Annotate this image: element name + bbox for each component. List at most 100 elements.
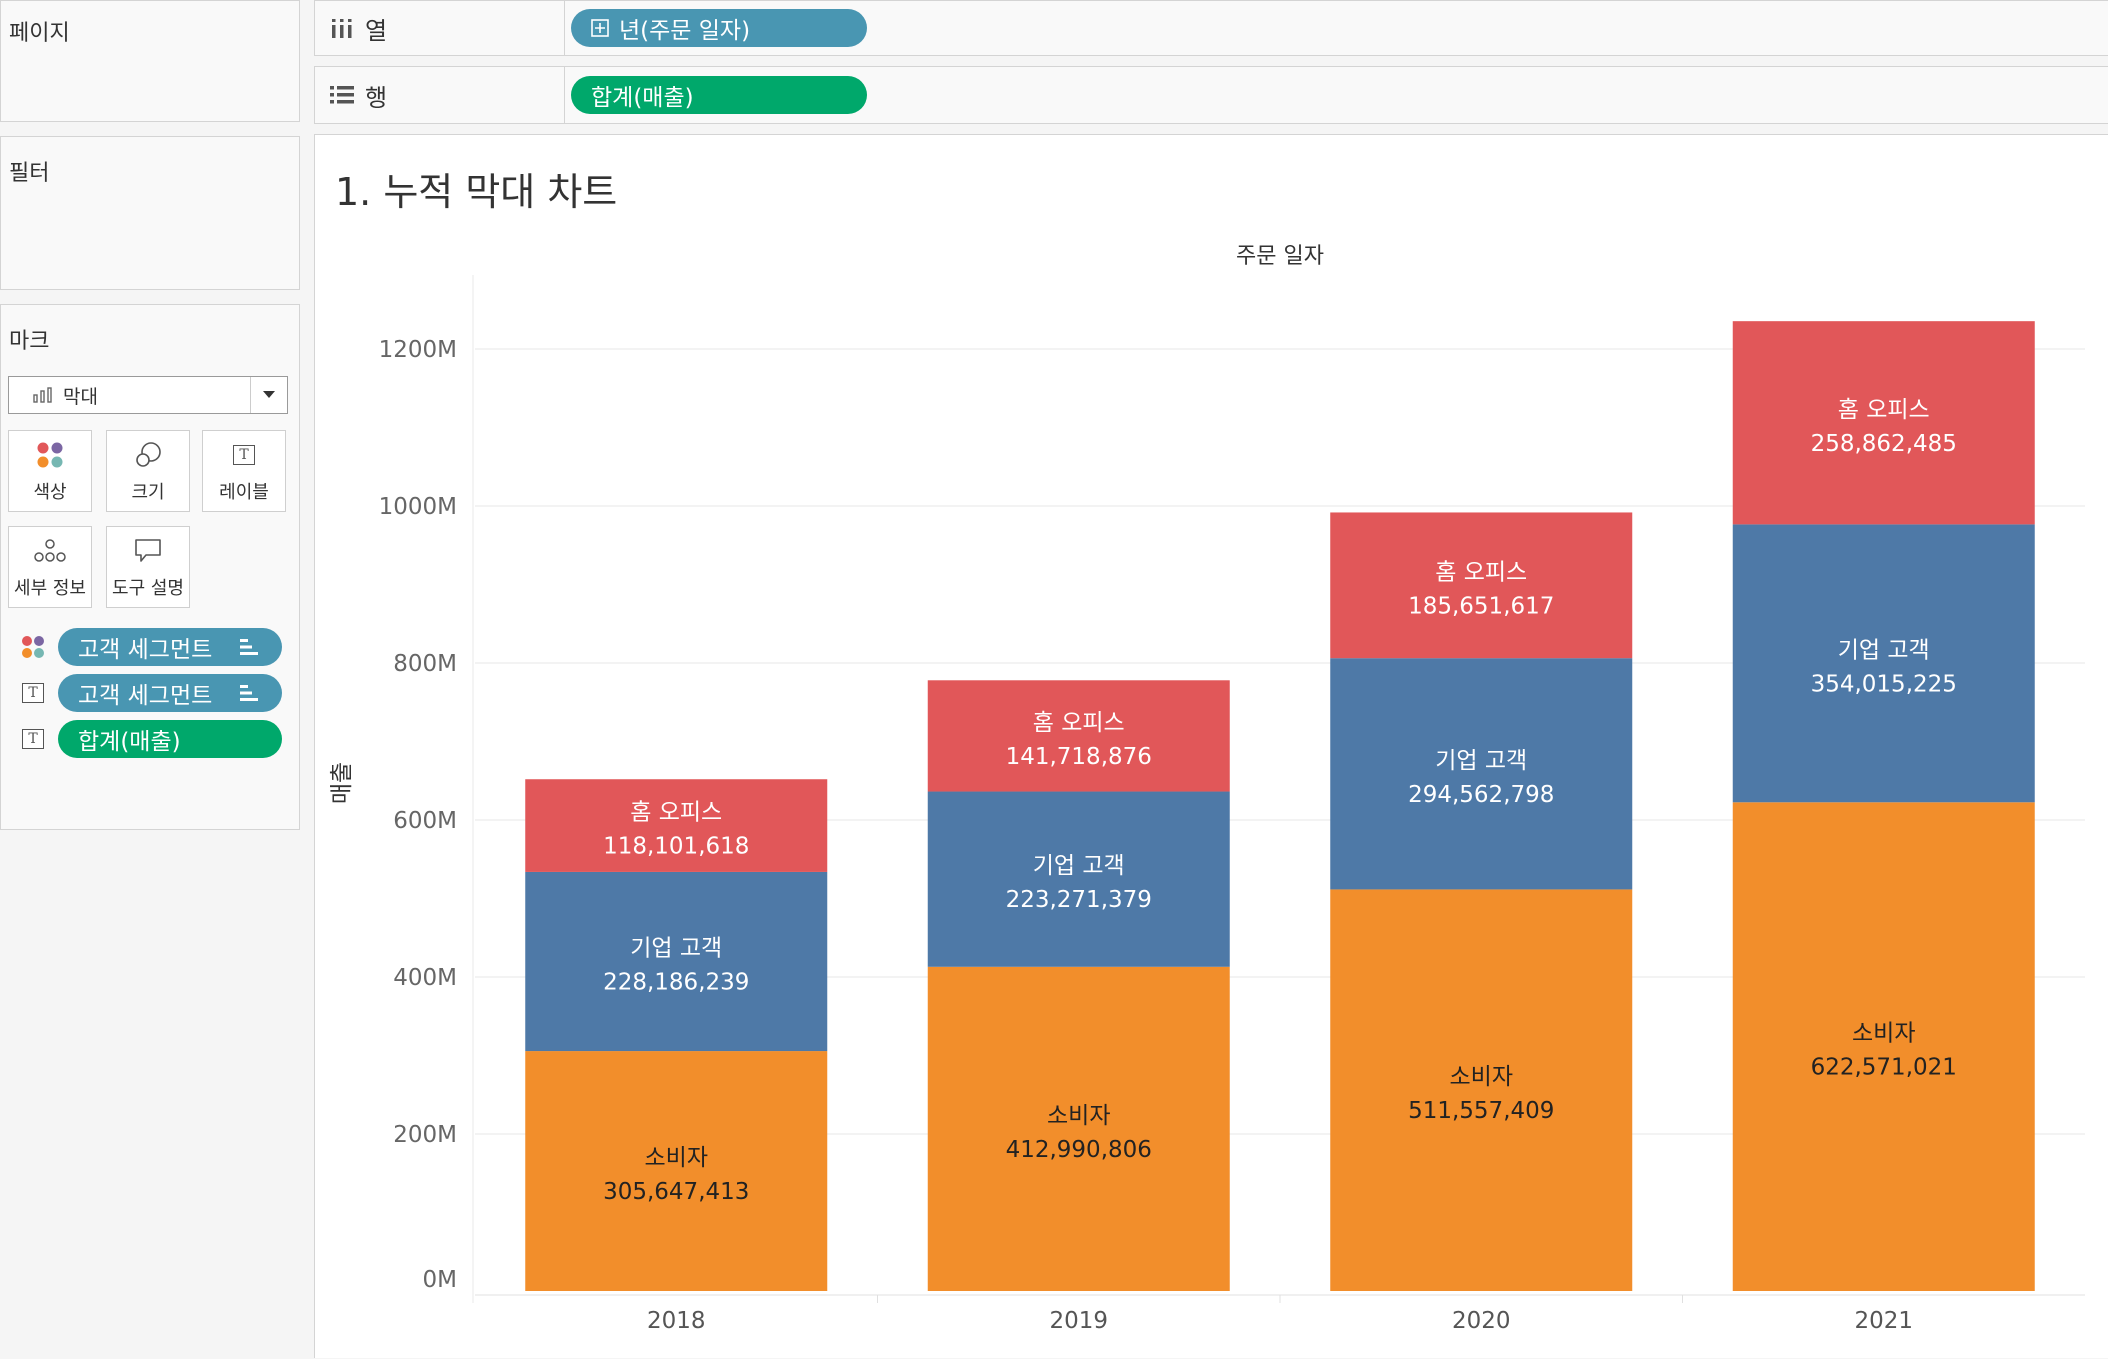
- sort-icon: [238, 683, 260, 709]
- color-button[interactable]: 색상: [8, 430, 92, 512]
- bar-data-label: 622,571,021: [1811, 1055, 1957, 1081]
- columns-shelf: 열 년(주문 일자): [314, 0, 2108, 56]
- viz-area: 1. 누적 막대 차트 0M 200M 400M 600M 800M 1000M 1200M…: [314, 134, 2108, 1358]
- text-label-icon: T: [233, 438, 255, 472]
- bar-segment: [927, 966, 1230, 1291]
- bar-data-label: 511,557,409: [1408, 1098, 1554, 1124]
- x-tick-label: 2020: [1452, 1308, 1511, 1334]
- rows-icon: [327, 84, 357, 106]
- bar-segment: [1330, 889, 1633, 1291]
- y-tick-label: 800M: [393, 651, 457, 677]
- rows-shelf-label: 행: [315, 67, 565, 123]
- segment-color-pill[interactable]: 고객 세그먼트: [58, 628, 282, 666]
- rows-shelf: 행 합계(매출): [314, 66, 2108, 124]
- y-tick-label: 200M: [393, 1122, 457, 1148]
- columns-shelf-label: 열: [315, 1, 565, 55]
- bar-data-label: 305,647,413: [603, 1179, 749, 1205]
- pill-label: 고객 세그먼트: [78, 683, 213, 709]
- y-axis-title: 매출: [329, 762, 355, 804]
- year-order-date-pill[interactable]: 년(주문 일자): [571, 9, 867, 47]
- bar-data-label: 141,718,876: [1006, 744, 1152, 770]
- y-tick-label: 600M: [393, 808, 457, 834]
- bar-segment-name: 기업 고객: [1435, 748, 1527, 774]
- bar-segment: [525, 871, 828, 1052]
- mark-pill-row-label-1: T 고객 세그먼트: [20, 674, 282, 712]
- bar-segment: [1330, 512, 1633, 659]
- mark-pill-row-color: 고객 세그먼트: [20, 628, 282, 666]
- sales-sum-pill[interactable]: 합계(매출): [571, 76, 867, 114]
- tooltip-button-label: 도구 설명: [112, 578, 184, 599]
- color-icon: [20, 634, 46, 660]
- bar-data-label: 412,990,806: [1006, 1137, 1152, 1163]
- y-tick-label: 400M: [393, 965, 457, 991]
- bar-segment: [525, 779, 828, 872]
- bar-segment: [525, 1051, 828, 1291]
- pill-label: 년(주문 일자): [619, 18, 751, 44]
- sales-label-pill[interactable]: 합계(매출): [58, 720, 282, 758]
- bar-data-label: 118,101,618: [603, 834, 749, 860]
- label-button[interactable]: T 레이블: [202, 430, 286, 512]
- pill-label: 합계(매출): [78, 729, 181, 755]
- bar-segment-name: 기업 고객: [1838, 637, 1930, 663]
- mark-type-dropdown[interactable]: 막대: [8, 376, 288, 414]
- color-button-label: 색상: [33, 482, 67, 503]
- y-tick-label: 1000M: [379, 494, 457, 520]
- color-icon: [35, 438, 65, 472]
- columns-icon: [327, 16, 357, 40]
- bar-segment: [1732, 321, 2035, 525]
- bar-segment-name: 소비자: [645, 1145, 708, 1171]
- tooltip-button[interactable]: 도구 설명: [106, 526, 190, 608]
- y-tick-label: 1200M: [379, 337, 457, 363]
- bar-segment-name: 홈 오피스: [1033, 710, 1125, 736]
- pill-label: 고객 세그먼트: [78, 637, 213, 663]
- bar-segment-name: 소비자: [1450, 1064, 1513, 1090]
- tooltip-icon: [133, 534, 163, 568]
- chevron-down-icon[interactable]: [250, 377, 287, 413]
- bar-segment-name: 소비자: [1852, 1021, 1915, 1047]
- bar-data-label: 228,186,239: [603, 970, 749, 996]
- mark-pill-row-label-2: T 합계(매출): [20, 720, 282, 758]
- size-icon: [133, 438, 163, 472]
- marks-title: 마크: [9, 329, 50, 354]
- expand-icon: [591, 19, 609, 37]
- pages-card: 페이지: [0, 0, 300, 122]
- sort-icon: [238, 637, 260, 663]
- x-tick-label: 2018: [647, 1308, 706, 1334]
- y-tick-label: 0M: [423, 1267, 457, 1293]
- bar-data-label: 354,015,225: [1811, 671, 1957, 697]
- bar-data-label: 294,562,798: [1408, 782, 1554, 808]
- bar-segment: [927, 791, 1230, 967]
- bar-segment: [1732, 802, 2035, 1291]
- filters-card: 필터: [0, 136, 300, 290]
- x-tick-label: 2021: [1854, 1308, 1913, 1334]
- text-label-icon: T: [20, 726, 46, 752]
- columns-label: 열: [365, 16, 388, 45]
- pill-label: 합계(매출): [591, 85, 694, 111]
- column-header: 주문 일자: [1236, 244, 1324, 269]
- size-button[interactable]: 크기: [106, 430, 190, 512]
- bar-segment-name: 기업 고객: [630, 936, 722, 962]
- size-button-label: 크기: [131, 482, 165, 503]
- bar-chart-icon: [33, 387, 53, 403]
- bar-segment: [1330, 658, 1633, 890]
- bar-data-label: 223,271,379: [1006, 887, 1152, 913]
- mark-type-value: 막대: [63, 385, 98, 408]
- bar-segment-name: 홈 오피스: [630, 800, 722, 826]
- bar-segment: [1732, 524, 2035, 803]
- label-button-label: 레이블: [219, 482, 269, 503]
- rows-label: 행: [365, 83, 388, 112]
- bar-segment-name: 홈 오피스: [1838, 397, 1930, 423]
- bar-segment-name: 기업 고객: [1033, 853, 1125, 879]
- pages-title: 페이지: [9, 21, 70, 46]
- bar-segment-name: 홈 오피스: [1435, 559, 1527, 585]
- text-label-icon: T: [20, 680, 46, 706]
- detail-button-label: 세부 정보: [14, 578, 86, 599]
- segment-label-pill[interactable]: 고객 세그먼트: [58, 674, 282, 712]
- detail-icon: [33, 534, 67, 568]
- filters-title: 필터: [9, 161, 50, 186]
- x-tick-label: 2019: [1049, 1308, 1108, 1334]
- bar-segment: [927, 680, 1230, 792]
- sheet-title: 1. 누적 막대 차트: [335, 170, 618, 214]
- detail-button[interactable]: 세부 정보: [8, 526, 92, 608]
